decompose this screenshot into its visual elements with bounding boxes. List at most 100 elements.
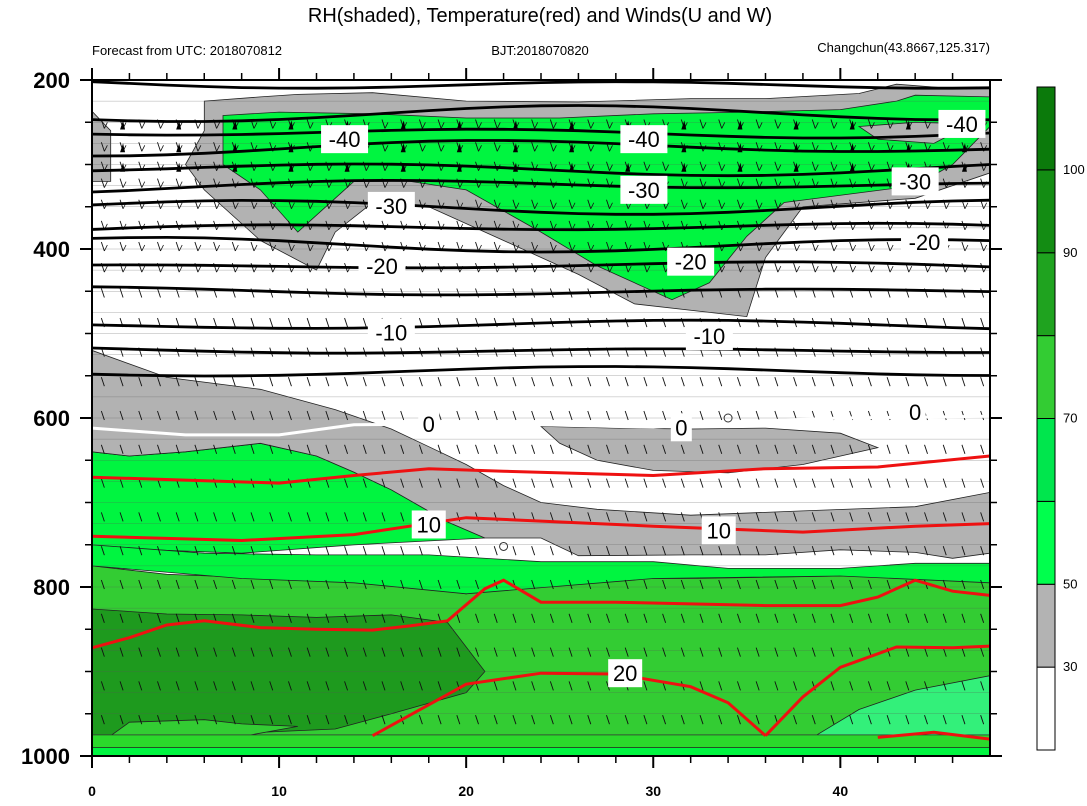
wind-barb	[418, 647, 423, 657]
wind-barb	[362, 317, 367, 328]
wind-barb	[774, 647, 779, 657]
wind-barb	[662, 546, 667, 556]
wind-barb	[568, 647, 573, 657]
wind-barb	[418, 444, 423, 454]
wind-barb	[737, 178, 741, 188]
wind-barb	[344, 546, 348, 556]
wind-barb	[980, 546, 985, 556]
wind-barb	[231, 317, 236, 328]
wind-barb	[830, 377, 835, 387]
wind-barb	[119, 478, 124, 488]
wind-barb	[400, 613, 405, 623]
wind-barb	[100, 579, 105, 590]
wind-barb	[138, 613, 143, 623]
wind-barb	[624, 613, 629, 623]
wind-barb	[493, 647, 498, 657]
isotherm-label-text: -40	[628, 127, 660, 152]
wind-barb	[231, 241, 236, 252]
wind-barb	[774, 444, 779, 454]
wind-barb	[493, 478, 498, 488]
wind-barb	[905, 613, 910, 623]
wind-barb	[737, 613, 741, 623]
wind-barb	[643, 444, 648, 454]
rh-region	[92, 747, 990, 756]
wind-barb	[624, 546, 629, 556]
wind-barb	[718, 681, 723, 691]
isotherm-label-bg	[667, 247, 715, 276]
wind-barb	[961, 579, 966, 590]
wind-barb	[138, 647, 143, 657]
wind-barb-feather	[328, 181, 333, 188]
wind-barb	[213, 410, 218, 421]
wind-barb	[643, 681, 648, 691]
wind-barb-feather	[496, 202, 501, 209]
wind-barb	[680, 647, 685, 657]
wind-barb	[456, 410, 461, 421]
wind-barb	[849, 681, 854, 691]
wind-barb	[475, 410, 479, 421]
wind-barb	[830, 478, 835, 488]
wind-barb	[138, 178, 143, 188]
colorbar-box	[1036, 86, 1056, 171]
wind-barb	[755, 119, 760, 129]
wind-barb	[606, 161, 610, 171]
wind-barb	[849, 613, 854, 623]
wind-barb-feather	[609, 164, 613, 171]
wind-barb	[755, 199, 760, 209]
wind-barb	[849, 377, 854, 387]
wind-barb-feather	[328, 164, 333, 171]
wind-barb	[306, 647, 311, 657]
wind-barb	[400, 512, 405, 522]
wind-barb-feather	[515, 202, 520, 209]
wind-barb	[418, 161, 423, 171]
wind-pennant	[120, 120, 126, 130]
wind-barb	[624, 377, 629, 387]
wind-barb	[793, 262, 797, 273]
wind-barb	[942, 478, 947, 488]
wind-barb-feather	[384, 181, 389, 188]
wind-barb	[718, 262, 723, 273]
wind-barb-feather	[384, 145, 389, 152]
wind-barb	[288, 317, 292, 328]
wind-pennant	[569, 120, 575, 130]
wind-barb-feather	[889, 244, 894, 252]
wind-barb-feather	[777, 164, 782, 171]
wind-barb	[924, 478, 928, 488]
wind-barb	[624, 444, 629, 454]
wind-barb-feather	[609, 122, 613, 129]
wind-barb	[213, 444, 218, 454]
wind-barb	[755, 546, 760, 556]
wind-barb	[830, 161, 835, 171]
wind-barb-feather	[291, 244, 295, 252]
wind-barb-feather	[272, 202, 277, 209]
wind-barb	[699, 444, 704, 454]
wind-barb	[288, 444, 292, 454]
x-tick-label: 10	[271, 783, 287, 799]
wind-barb	[643, 613, 648, 623]
wind-barb	[886, 512, 891, 522]
wind-barb-feather	[889, 265, 894, 273]
wind-barb	[400, 444, 405, 454]
wind-barb	[737, 681, 741, 691]
isotherm-label: -30	[891, 167, 939, 196]
wind-barb	[512, 347, 517, 357]
isotherm-label-text: -40	[946, 112, 978, 137]
wind-barb-feather	[234, 244, 239, 252]
wind-barb	[662, 512, 667, 522]
wind-barb	[194, 317, 199, 328]
wind-barb	[924, 546, 928, 556]
wind-barb-feather	[665, 164, 669, 171]
wind-barb	[774, 681, 779, 691]
wind-barb	[886, 119, 891, 129]
wind-barb	[793, 444, 797, 454]
wind-barb	[175, 647, 180, 657]
wind-barb	[100, 410, 105, 421]
wind-barb-feather	[534, 244, 539, 252]
wind-barb	[587, 512, 592, 522]
wind-barb	[849, 647, 854, 657]
wind-barb	[231, 377, 236, 387]
wind-barb-feather	[328, 202, 333, 209]
wind-barb	[699, 579, 704, 590]
wind-barb	[942, 444, 947, 454]
wind-barb	[755, 647, 760, 657]
